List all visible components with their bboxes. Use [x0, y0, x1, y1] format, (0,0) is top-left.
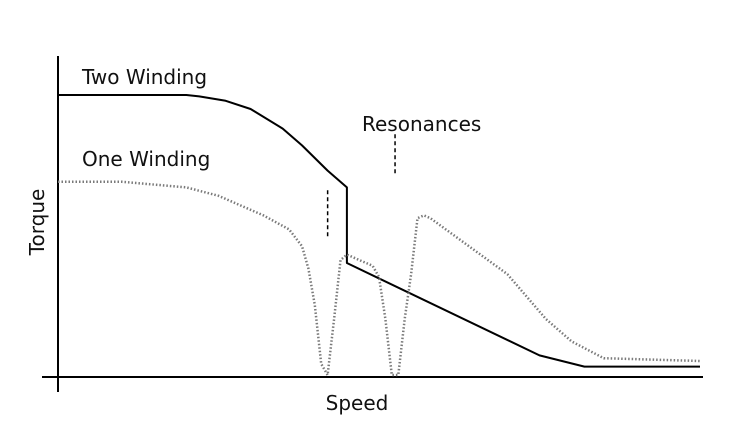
series-layer	[58, 94, 701, 377]
x-axis-label: Speed	[326, 391, 389, 415]
y-axis-label: Torque	[25, 189, 49, 257]
resonances-annotation: Resonances	[362, 112, 481, 136]
series-line-two-winding	[58, 94, 700, 368]
axes	[42, 56, 703, 392]
resonance-markers	[326, 134, 396, 238]
series-line-one-winding	[58, 180, 701, 377]
series-label-one-winding: One Winding	[82, 147, 210, 171]
series-label-two-winding: Two Winding	[81, 65, 207, 89]
